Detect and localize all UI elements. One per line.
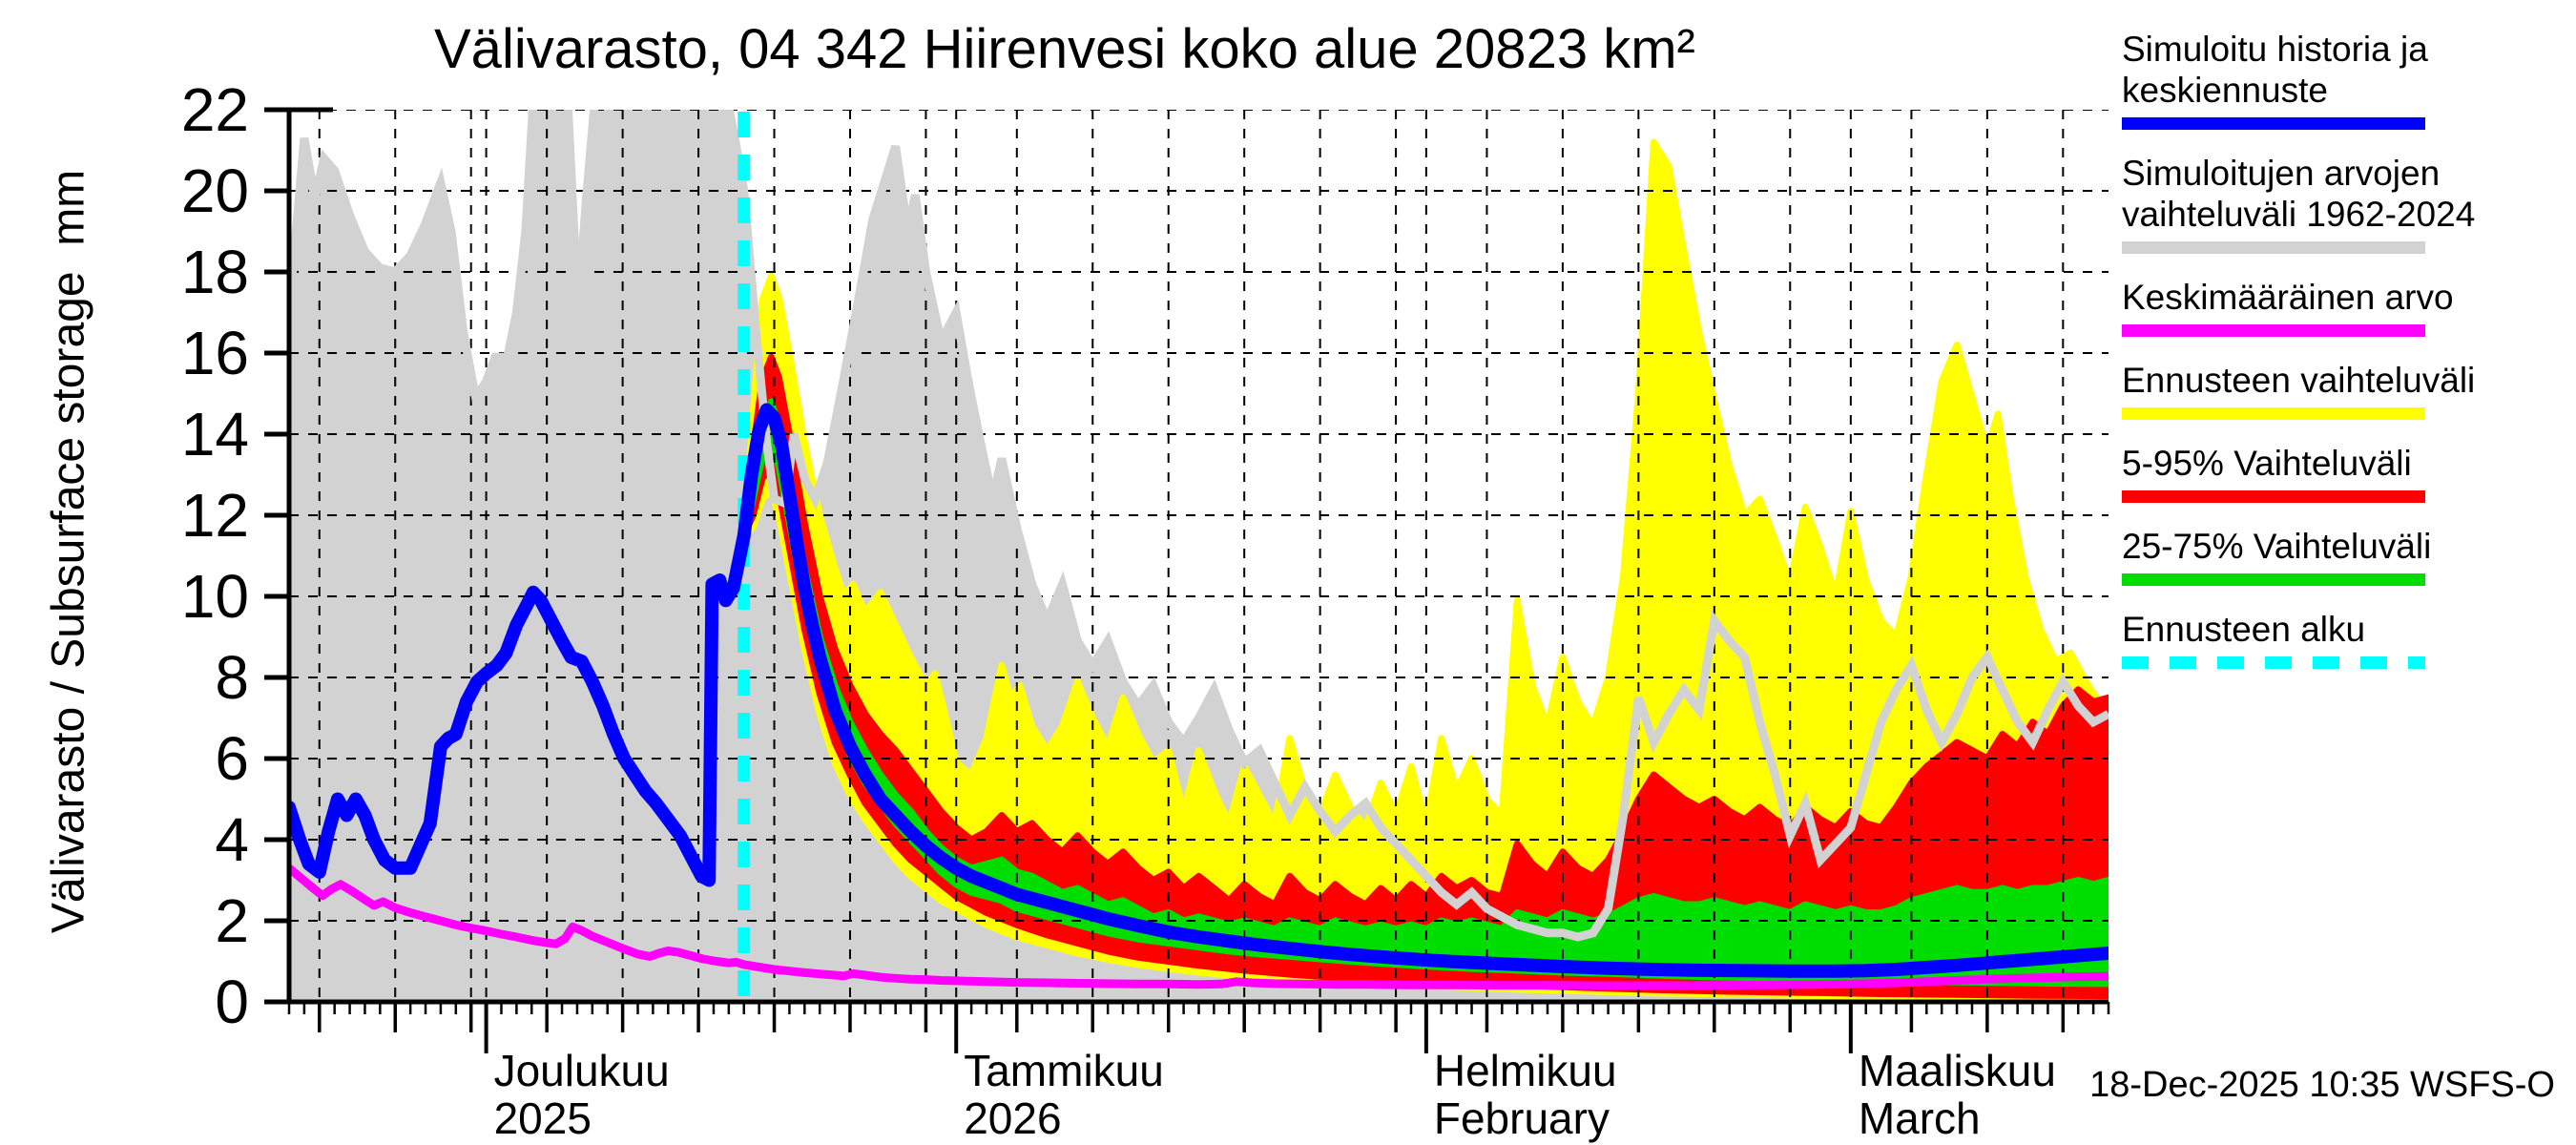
x-month-label: Joulukuu xyxy=(494,1046,670,1095)
y-tick-label: 8 xyxy=(215,643,249,712)
legend-item-4: 5-95% Vaihteluväli xyxy=(2122,443,2566,503)
legend-item-6: Ennusteen alku xyxy=(2122,609,2566,669)
legend-item-0: Simuloitu historia ja keskiennuste xyxy=(2122,29,2566,130)
y-tick-label: 0 xyxy=(215,968,249,1036)
average-line xyxy=(289,864,2109,990)
p25-75-area xyxy=(740,398,2109,988)
forecast-range-area xyxy=(740,138,2109,1002)
legend-label: Simuloitujen arvojen vaihteluväli 1962-2… xyxy=(2122,154,2476,234)
legend-label: Simuloitu historia ja keskiennuste xyxy=(2122,30,2428,110)
y-tick-label: 6 xyxy=(215,724,249,793)
axes xyxy=(264,107,2110,1053)
x-month-label: Helmikuu xyxy=(1434,1046,1617,1095)
y-tick-label: 16 xyxy=(181,319,249,387)
legend-label: Ennusteen vaihteluväli xyxy=(2122,361,2476,400)
x-month-label: Tammikuu xyxy=(964,1046,1164,1095)
legend-swatch-line xyxy=(2122,324,2425,337)
chart-title: Välivarasto, 04 342 Hiirenvesi koko alue… xyxy=(434,18,1695,80)
sim-range-outline xyxy=(289,110,2109,942)
legend-swatch-line xyxy=(2122,117,2425,130)
history-median-line xyxy=(289,403,2109,978)
legend-label: Keskimääräinen arvo xyxy=(2122,278,2454,317)
legend: Simuloitu historia ja keskiennuste Simulo… xyxy=(2122,29,2566,692)
y-tick-label: 12 xyxy=(181,481,249,550)
x-month-sublabel: March xyxy=(1859,1093,1981,1143)
y-tick-label: 10 xyxy=(181,562,249,631)
y-tick-label: 18 xyxy=(181,238,249,306)
legend-swatch-line xyxy=(2122,573,2425,586)
legend-label: Ennusteen alku xyxy=(2122,610,2366,649)
series-layer xyxy=(289,110,2109,1002)
y-tick-label: 22 xyxy=(181,75,249,144)
legend-swatch-dashed-line xyxy=(2122,656,2425,669)
x-month-sublabel: February xyxy=(1434,1093,1610,1143)
legend-swatch-line xyxy=(2122,241,2425,254)
y-tick-label: 4 xyxy=(215,805,249,874)
legend-item-2: Keskimääräinen arvo xyxy=(2122,277,2566,337)
legend-item-5: 25-75% Vaihteluväli xyxy=(2122,526,2566,586)
x-month-label: Maaliskuu xyxy=(1859,1046,2056,1095)
timestamp: 18-Dec-2025 10:35 WSFS-O xyxy=(2089,1065,2555,1105)
legend-item-1: Simuloitujen arvojen vaihteluväli 1962-2… xyxy=(2122,153,2566,254)
gridlines xyxy=(289,110,2109,1002)
legend-label: 5-95% Vaihteluväli xyxy=(2122,444,2412,483)
y-tick-label: 20 xyxy=(181,156,249,225)
y-tick-label: 14 xyxy=(181,400,249,468)
x-month-sublabel: 2026 xyxy=(964,1093,1061,1143)
x-month-sublabel: 2025 xyxy=(494,1093,592,1143)
legend-label: 25-75% Vaihteluväli xyxy=(2122,527,2432,566)
p5-95-area xyxy=(740,353,2109,1000)
legend-swatch-line xyxy=(2122,407,2425,420)
legend-item-3: Ennusteen vaihteluväli xyxy=(2122,360,2566,420)
y-tick-label: 2 xyxy=(215,886,249,955)
legend-swatch-line xyxy=(2122,490,2425,503)
